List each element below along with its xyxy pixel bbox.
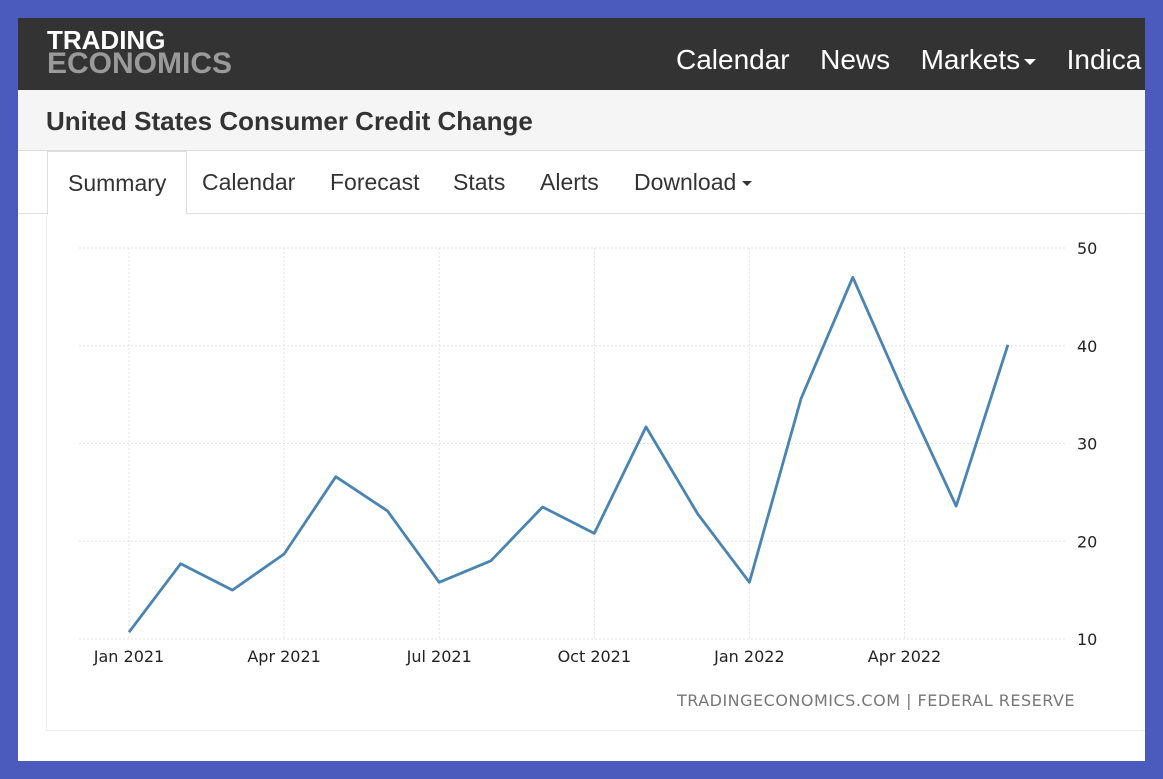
line-chart: 10 20 30 40 50 Jan 2021 Apr 2021 Jul 2021 Oct 20… — [79, 239, 1098, 710]
y-tick-label: 50 — [1077, 239, 1097, 258]
tab-download[interactable]: Download — [634, 151, 753, 213]
logo-line2: ECONOMICS — [47, 47, 233, 80]
x-tick-label: Jan 2021 — [93, 647, 164, 666]
tab-summary[interactable]: Summary — [47, 151, 188, 215]
site-logo[interactable]: TRADING ECONOMICS — [47, 25, 233, 80]
nav-indicators[interactable]: Indica — [1066, 44, 1142, 75]
tab-forecast[interactable]: Forecast — [330, 169, 420, 195]
tab-stats[interactable]: Stats — [453, 169, 506, 195]
tab-alerts[interactable]: Alerts — [540, 169, 599, 195]
x-tick-label: Oct 2021 — [558, 647, 631, 666]
main-nav: Calendar News Markets Indica — [676, 44, 1145, 76]
chart-source: TRADINGECONOMICS.COM | FEDERAL RESERVE — [676, 691, 1075, 710]
nav-markets[interactable]: Markets — [921, 44, 1037, 76]
top-navbar: TRADING ECONOMICS Calendar News Markets … — [18, 18, 1145, 90]
tab-calendar[interactable]: Calendar — [202, 169, 296, 195]
x-tick-label: Jul 2021 — [406, 647, 472, 666]
browser-frame: TRADING ECONOMICS Calendar News Markets … — [18, 18, 1145, 761]
series-line — [127, 275, 1010, 634]
page-title: United States Consumer Credit Change — [46, 106, 533, 136]
logo-line1: TRADING — [47, 25, 166, 55]
tab-download-label: Download — [634, 169, 737, 195]
x-tick-label: Apr 2022 — [868, 647, 941, 666]
chevron-down-icon — [1024, 58, 1037, 65]
title-bar: United States Consumer Credit Change — [18, 90, 1145, 151]
y-tick-label: 20 — [1077, 532, 1097, 551]
nav-news[interactable]: News — [820, 44, 891, 75]
tab-bar: Summary Calendar Forecast Stats Alerts D… — [18, 151, 1145, 215]
grid-layer — [79, 247, 1065, 640]
nav-markets-label: Markets — [920, 44, 1021, 75]
y-tick-label: 30 — [1077, 435, 1097, 454]
series-layer — [127, 275, 1010, 634]
y-tick-label: 10 — [1077, 630, 1097, 649]
y-tick-label: 40 — [1077, 337, 1097, 356]
chart-panel: 10 20 30 40 50 Jan 2021 Apr 2021 Jul 2021 Oct 20… — [46, 216, 1145, 731]
x-tick-label: Apr 2021 — [247, 647, 320, 666]
x-tick-label: Jan 2022 — [713, 647, 784, 666]
chevron-down-icon — [742, 181, 753, 187]
nav-calendar[interactable]: Calendar — [676, 44, 790, 75]
label-layer: 10 20 30 40 50 Jan 2021 Apr 2021 Jul 2021 Oct 20… — [93, 239, 1098, 666]
